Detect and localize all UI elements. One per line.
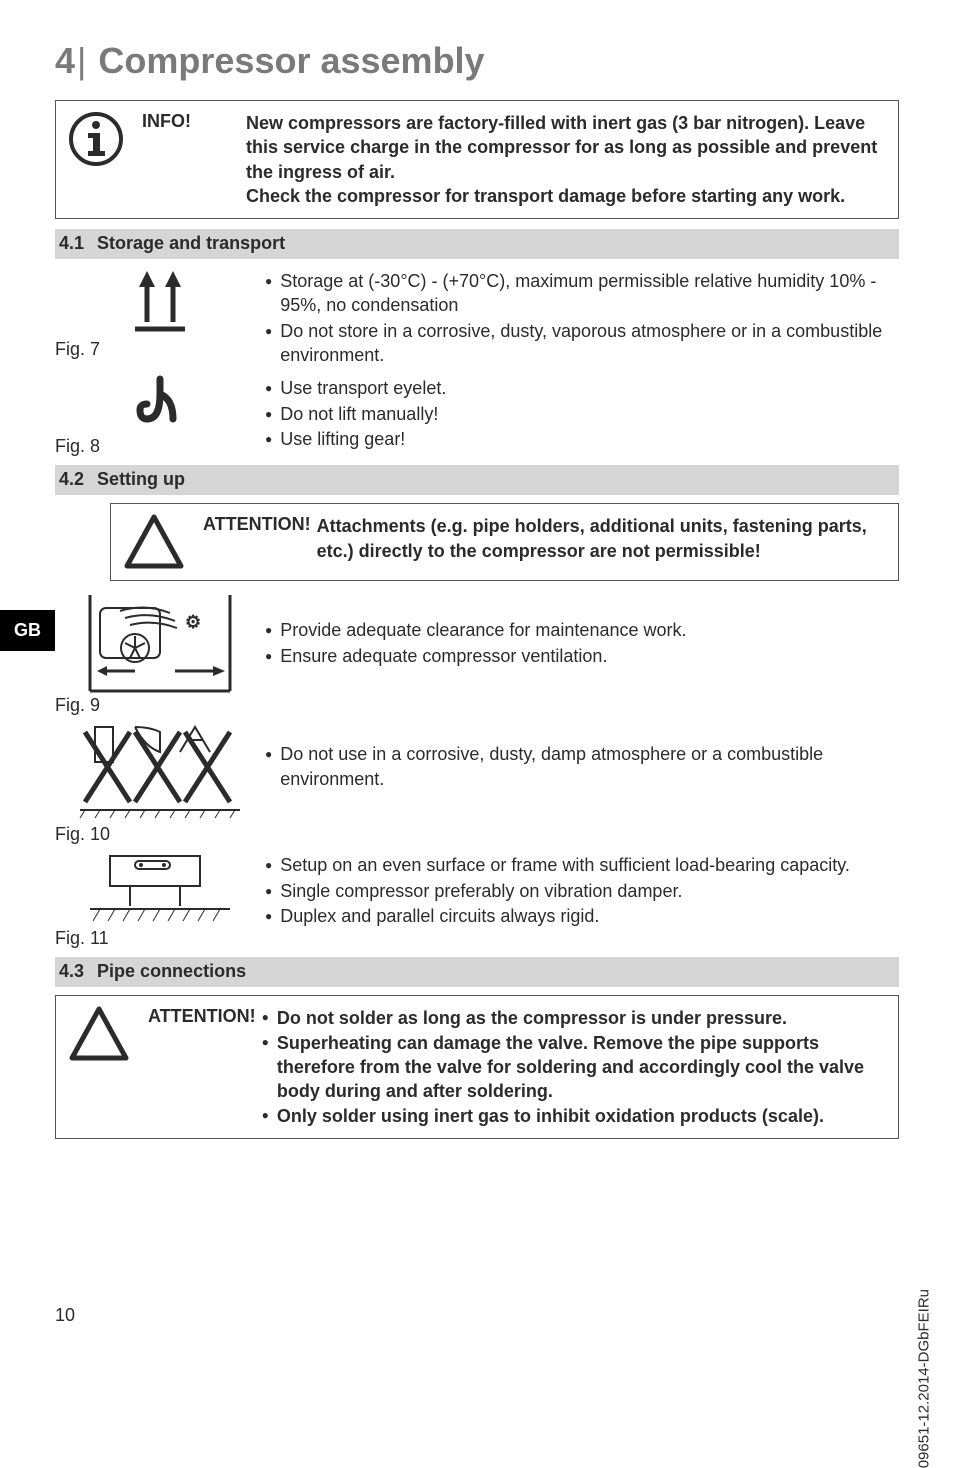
fig8-label: Fig. 8 — [55, 436, 265, 457]
list-item: Setup on an even surface or frame with s… — [265, 853, 899, 877]
section-4-1-title: Storage and transport — [97, 233, 285, 253]
fig9-col: ⚙ Fig. 9 — [55, 593, 265, 716]
list-item: Storage at (-30°C) - (+70°C), maximum pe… — [265, 269, 899, 318]
list-item: Use transport eyelet. — [265, 376, 899, 400]
fig8-col: Fig. 8 — [55, 374, 265, 457]
attention-text-4-2: Attachments (e.g. pipe holders, addition… — [317, 504, 898, 580]
section-4-2-header: 4.2 Setting up — [55, 465, 899, 495]
fig7-col: Fig. 7 — [55, 267, 265, 360]
list-item: Only solder using inert gas to inhibit o… — [262, 1104, 884, 1128]
section-4-3-num: 4.3 — [59, 961, 84, 981]
chapter-number: 4 — [55, 40, 75, 81]
attention-label-4-2: ATTENTION! — [197, 504, 317, 580]
attention-bullets-4-3: Do not solder as long as the compressor … — [262, 996, 898, 1137]
section-4-3-header: 4.3 Pipe connections — [55, 957, 899, 987]
attention-label-4-3: ATTENTION! — [142, 996, 262, 1137]
section-4-3-title: Pipe connections — [97, 961, 246, 981]
svg-text:⚙: ⚙ — [185, 612, 201, 632]
fig8-bullets: Use transport eyelet. Do not lift manual… — [265, 374, 899, 452]
info-text-line1: New compressors are factory-filled with … — [246, 111, 884, 184]
page-number: 10 — [55, 1305, 75, 1326]
info-text-line2: Check the compressor for transport damag… — [246, 184, 884, 208]
warning-icon-cell — [111, 504, 197, 580]
chapter-title: 4| Compressor assembly — [55, 40, 899, 82]
fig9-bullets: Provide adequate clearance for maintenan… — [265, 593, 899, 669]
fig10-bullets: Do not use in a corrosive, dusty, damp a… — [265, 722, 899, 792]
section-4-2-num: 4.2 — [59, 469, 84, 489]
info-box: INFO! New compressors are factory-filled… — [55, 100, 899, 219]
info-label: INFO! — [136, 101, 246, 218]
title-separator: | — [77, 40, 86, 81]
warning-triangle-icon — [68, 1006, 130, 1062]
section-4-1-num: 4.1 — [59, 233, 84, 253]
section-4-2-title: Setting up — [97, 469, 185, 489]
list-item: Superheating can damage the valve. Remov… — [262, 1031, 884, 1104]
fig11-label: Fig. 11 — [55, 928, 265, 949]
cross-hazard-icon — [55, 722, 265, 822]
arrows-up-icon — [55, 267, 265, 337]
info-icon-cell — [56, 101, 136, 218]
list-item: Do not lift manually! — [265, 402, 899, 426]
list-item: Use lifting gear! — [265, 427, 899, 451]
list-item: Provide adequate clearance for maintenan… — [265, 618, 899, 642]
info-text: New compressors are factory-filled with … — [246, 101, 898, 218]
fig10-row: Fig. 10 Do not use in a corrosive, dusty… — [55, 722, 899, 845]
clearance-sketch-icon: ⚙ — [55, 593, 265, 693]
fig10-label: Fig. 10 — [55, 824, 265, 845]
hook-icon — [55, 374, 265, 434]
fig9-row: ⚙ Fig. 9 Provide adequate clearance for … — [55, 593, 899, 716]
fig10-col: Fig. 10 — [55, 722, 265, 845]
list-item: Single compressor preferably on vibratio… — [265, 879, 899, 903]
fig8-row: Fig. 8 Use transport eyelet. Do not lift… — [55, 374, 899, 457]
mounting-foot-icon — [55, 851, 265, 926]
chapter-title-text: Compressor assembly — [98, 40, 484, 81]
document-reference: 09651-12.2014-DGbFEIRu — [915, 1289, 932, 1468]
fig11-bullets: Setup on an even surface or frame with s… — [265, 851, 899, 929]
info-icon — [68, 111, 124, 167]
list-item: Duplex and parallel circuits always rigi… — [265, 904, 899, 928]
warning-icon-cell-2 — [56, 996, 142, 1137]
fig9-label: Fig. 9 — [55, 695, 265, 716]
language-tab: GB — [0, 610, 55, 651]
fig7-row: Fig. 7 Storage at (-30°C) - (+70°C), max… — [55, 267, 899, 368]
fig7-label: Fig. 7 — [55, 339, 265, 360]
list-item: Do not solder as long as the compressor … — [262, 1006, 884, 1030]
section-4-1-header: 4.1 Storage and transport — [55, 229, 899, 259]
list-item: Ensure adequate compressor ventilation. — [265, 644, 899, 668]
fig7-bullets: Storage at (-30°C) - (+70°C), maximum pe… — [265, 267, 899, 368]
attention-box-4-3: ATTENTION! Do not solder as long as the … — [55, 995, 899, 1138]
list-item: Do not store in a corrosive, dusty, vapo… — [265, 319, 899, 368]
fig11-col: Fig. 11 — [55, 851, 265, 949]
list-item: Do not use in a corrosive, dusty, damp a… — [265, 742, 899, 791]
fig11-row: Fig. 11 Setup on an even surface or fram… — [55, 851, 899, 949]
warning-triangle-icon — [123, 514, 185, 570]
attention-box-4-2: ATTENTION! Attachments (e.g. pipe holder… — [110, 503, 899, 581]
